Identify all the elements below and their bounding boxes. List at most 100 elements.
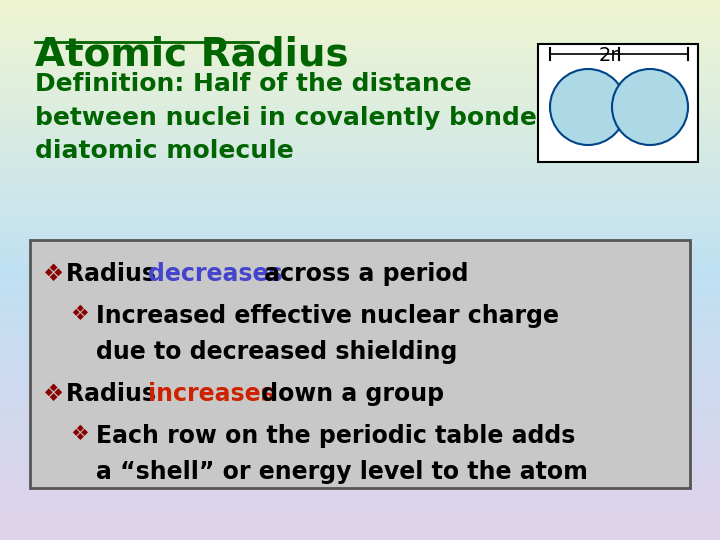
Bar [0, 521, 720, 525]
Text: ❖: ❖ [42, 382, 63, 406]
Bar [0, 210, 720, 213]
Bar [0, 325, 720, 329]
Bar [0, 532, 720, 536]
Bar [0, 170, 720, 174]
Bar [0, 310, 720, 314]
Bar [0, 476, 720, 480]
Bar [0, 35, 720, 39]
Bar [0, 46, 720, 50]
Bar [0, 157, 720, 161]
Bar [0, 292, 720, 296]
Bar [0, 146, 720, 151]
Bar [0, 48, 720, 51]
Bar [0, 116, 720, 120]
Bar [0, 330, 720, 334]
Bar [0, 58, 720, 62]
Bar [0, 21, 720, 24]
Bar [0, 213, 720, 217]
Bar [0, 357, 720, 361]
Bar [0, 233, 720, 237]
Bar [0, 381, 720, 384]
Bar [0, 49, 720, 53]
Bar [0, 397, 720, 401]
Bar [0, 494, 720, 498]
Bar [0, 109, 720, 113]
Bar [0, 526, 720, 530]
Bar [0, 505, 720, 509]
Bar [0, 173, 720, 178]
Bar [0, 152, 720, 156]
Bar [0, 492, 720, 496]
Bar [0, 314, 720, 318]
Bar [0, 334, 720, 338]
Bar [0, 379, 720, 383]
Bar [0, 524, 720, 529]
Bar [0, 431, 720, 435]
Bar [0, 145, 720, 148]
Bar [0, 285, 720, 289]
Bar [0, 71, 720, 75]
Bar [0, 0, 720, 3]
Bar [0, 364, 720, 368]
Bar [0, 166, 720, 170]
Bar [0, 305, 720, 309]
Bar [0, 321, 720, 325]
Bar [0, 435, 720, 438]
Text: down a group: down a group [253, 382, 444, 406]
Bar [0, 188, 720, 192]
Bar [0, 429, 720, 433]
Bar [0, 278, 720, 282]
Bar [0, 82, 720, 86]
Bar [0, 156, 720, 159]
Bar [0, 64, 720, 68]
Bar [0, 139, 720, 143]
Bar [0, 530, 720, 534]
Bar [0, 328, 720, 332]
Bar [0, 130, 720, 134]
Bar [0, 510, 720, 514]
Bar [0, 154, 720, 158]
Bar [0, 480, 720, 483]
Bar [0, 298, 720, 302]
Bar [0, 119, 720, 124]
Bar [0, 24, 720, 28]
Bar [0, 68, 720, 71]
Bar [0, 443, 720, 448]
Bar [0, 404, 720, 408]
Bar [0, 355, 720, 359]
Bar [0, 352, 720, 356]
Bar [0, 514, 720, 518]
Bar [0, 424, 720, 428]
Bar [0, 111, 720, 114]
Bar [0, 204, 720, 208]
Bar [0, 1, 720, 5]
Bar [0, 161, 720, 165]
Bar [0, 269, 720, 273]
Bar [0, 427, 720, 431]
Bar [0, 287, 720, 291]
Bar [0, 442, 720, 446]
Text: ❖: ❖ [42, 262, 63, 286]
Bar [0, 470, 720, 475]
Bar [0, 346, 720, 350]
Bar [0, 179, 720, 183]
Bar [0, 125, 720, 129]
Bar [0, 215, 720, 219]
Bar [0, 217, 720, 221]
Bar [0, 377, 720, 381]
Bar [0, 57, 720, 60]
Bar [0, 80, 720, 84]
Bar [0, 534, 720, 537]
Bar [0, 453, 720, 456]
Bar [0, 75, 720, 78]
Bar [0, 289, 720, 293]
Bar [0, 327, 720, 330]
Bar [0, 462, 720, 465]
Bar [0, 465, 720, 469]
Text: Radius: Radius [66, 262, 164, 286]
Bar [0, 76, 720, 80]
Bar [0, 406, 720, 410]
Circle shape [550, 69, 626, 145]
Bar [0, 238, 720, 242]
Bar [0, 413, 720, 417]
